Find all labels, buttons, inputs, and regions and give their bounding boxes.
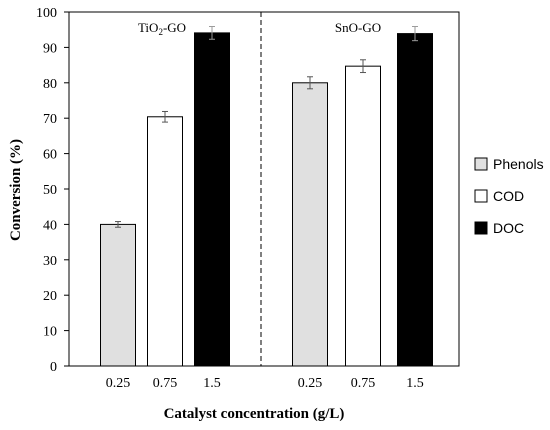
bar-cod	[147, 116, 183, 367]
y-axis-title: Conversion (%)	[8, 139, 24, 241]
bar-phenols	[100, 223, 136, 367]
y-tick-label: 60	[43, 148, 57, 163]
y-tick-label: 10	[43, 325, 57, 340]
y-tick-label: 30	[43, 254, 57, 269]
y-tick-label: 90	[43, 41, 57, 56]
x-tick-label: 1.5	[203, 376, 221, 391]
bar-cod	[345, 65, 381, 367]
x-tick-label: 0.25	[106, 376, 131, 391]
y-tick-label: 0	[50, 360, 57, 375]
legend-label: DOC	[493, 220, 524, 236]
legend-swatch-phenols	[474, 157, 488, 171]
x-axis-title: Catalyst concentration (g/L)	[164, 406, 345, 422]
x-tick-label: 0.25	[298, 376, 323, 391]
y-tick-label: 100	[36, 6, 57, 21]
group-label: TiO2-GO	[138, 20, 186, 37]
group-label: SnO-GO	[335, 20, 381, 35]
legend-swatch-doc	[474, 221, 488, 235]
y-tick-label: 80	[43, 77, 57, 92]
x-tick-label: 0.75	[351, 376, 376, 391]
bar-phenols	[292, 82, 328, 367]
bar-doc	[397, 33, 433, 367]
x-tick-label: 1.5	[406, 376, 424, 391]
bar-doc	[194, 32, 230, 367]
y-tick-label: 40	[43, 218, 57, 233]
legend-label: Phenols	[493, 156, 544, 172]
legend-swatch-cod	[474, 189, 488, 203]
legend-label: COD	[493, 188, 524, 204]
y-tick-label: 70	[43, 112, 57, 127]
y-tick-label: 20	[43, 289, 57, 304]
y-tick-label: 50	[43, 183, 57, 198]
x-tick-label: 0.75	[153, 376, 178, 391]
